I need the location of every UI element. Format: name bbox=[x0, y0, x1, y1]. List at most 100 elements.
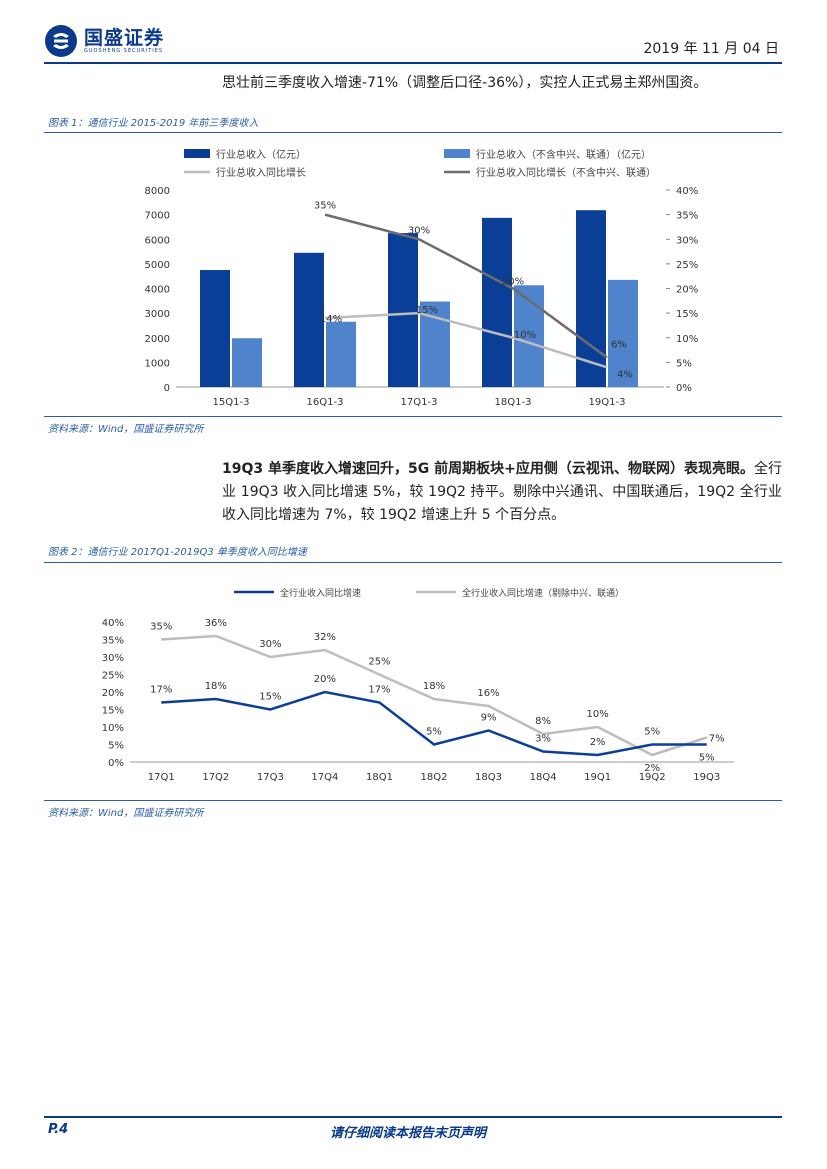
y-tick-label: 40% bbox=[102, 618, 124, 629]
y-tick-label: 0% bbox=[108, 758, 124, 769]
data-label: 6% bbox=[611, 339, 627, 350]
figure2-source: 资料来源：Wind，国盛证券研究所 bbox=[48, 808, 204, 819]
data-label: 16% bbox=[477, 688, 499, 699]
legend-label: 行业总收入同比增长（不含中兴、联通） bbox=[476, 166, 656, 179]
y-tick-label: 20% bbox=[102, 688, 124, 699]
data-label: 5% bbox=[644, 727, 660, 738]
y-right-tick-label: 40% bbox=[676, 186, 698, 197]
bar-ex-zte-unicom bbox=[514, 285, 544, 387]
header-rule bbox=[44, 62, 782, 64]
data-label: 30% bbox=[259, 639, 281, 650]
figure1-source: 资料来源：Wind，国盛证券研究所 bbox=[48, 424, 204, 435]
data-label: 15% bbox=[259, 692, 281, 703]
figure2-title: 图表 2：通信行业 2017Q1-2019Q3 单季度收入同比增速 bbox=[48, 547, 307, 558]
x-tick-label: 19Q1 bbox=[584, 772, 611, 783]
data-label: 35% bbox=[150, 622, 172, 633]
y-left-tick-label: 6000 bbox=[145, 235, 170, 246]
bar-total bbox=[482, 217, 512, 387]
y-tick-label: 15% bbox=[102, 706, 124, 717]
footer-rule bbox=[44, 1116, 782, 1118]
legend-label: 行业总收入（不含中兴、联通）（亿元） bbox=[476, 148, 651, 161]
legend-label: 全行业收入同比增速（剔除中兴、联通） bbox=[462, 587, 624, 599]
y-left-tick-label: 8000 bbox=[145, 186, 170, 197]
figure1-bottom-rule bbox=[44, 416, 782, 417]
data-label: 35% bbox=[314, 201, 336, 212]
bar-ex-zte-unicom bbox=[326, 321, 356, 387]
data-label: 18% bbox=[423, 681, 445, 692]
legend-label: 行业总收入（亿元） bbox=[216, 148, 306, 161]
bar-ex-zte-unicom bbox=[608, 279, 638, 387]
data-label: 3% bbox=[535, 734, 551, 745]
figure2-top-rule bbox=[44, 562, 782, 563]
data-label: 2% bbox=[644, 763, 660, 774]
legend-label: 全行业收入同比增速 bbox=[280, 587, 361, 599]
x-tick-label: 15Q1-3 bbox=[213, 397, 250, 408]
y-left-tick-label: 2000 bbox=[145, 334, 170, 345]
data-label: 7% bbox=[709, 734, 725, 745]
y-left-tick-label: 0 bbox=[164, 383, 170, 394]
x-tick-label: 18Q4 bbox=[530, 772, 557, 783]
y-tick-label: 5% bbox=[108, 741, 124, 752]
x-tick-label: 16Q1-3 bbox=[307, 397, 344, 408]
y-tick-label: 10% bbox=[102, 723, 124, 734]
x-tick-label: 17Q1 bbox=[148, 772, 175, 783]
bar-total bbox=[388, 233, 418, 387]
brand-logo: 国盛证券 GUOSHENG SECURITIES bbox=[44, 24, 164, 58]
data-label: 18% bbox=[205, 681, 227, 692]
page-number: P.4 bbox=[48, 1122, 69, 1137]
x-tick-label: 18Q3 bbox=[475, 772, 502, 783]
x-tick-label: 17Q4 bbox=[311, 772, 338, 783]
y-right-tick-label: 5% bbox=[676, 358, 692, 369]
data-label: 2% bbox=[590, 737, 606, 748]
x-tick-label: 19Q2 bbox=[639, 772, 666, 783]
y-left-tick-label: 3000 bbox=[145, 309, 170, 320]
series-line bbox=[161, 690, 707, 757]
bar-ex-zte-unicom bbox=[232, 338, 262, 387]
y-tick-label: 30% bbox=[102, 653, 124, 664]
bar-total bbox=[294, 252, 324, 387]
figure2-bottom-rule bbox=[44, 800, 782, 801]
figure2-chart: 全行业收入同比增速 全行业收入同比增速（剔除中兴、联通） 0% 5% 10% 15% 20%… bbox=[102, 587, 734, 783]
report-date: 2019 年 11 月 04 日 bbox=[643, 41, 779, 57]
bar-total bbox=[576, 210, 606, 387]
intro-paragraph: 思壮前三季度收入增速-71%（调整后口径-36%），实控人正式易主郑州国资。 bbox=[222, 75, 708, 91]
series-line bbox=[324, 213, 608, 359]
y-right-tick-label: 15% bbox=[676, 309, 698, 320]
data-label: 17% bbox=[150, 685, 172, 696]
data-label: 36% bbox=[205, 618, 227, 629]
y-tick-label: 25% bbox=[102, 671, 124, 682]
analysis-paragraph: 19Q3 单季度收入增速回升，5G 前周期板块+应用侧（云视讯、物联网）表现亮眼… bbox=[222, 458, 782, 527]
logo-icon bbox=[45, 25, 77, 57]
data-label: 5% bbox=[699, 753, 715, 764]
data-label: 10% bbox=[514, 330, 536, 341]
data-label: 32% bbox=[314, 632, 336, 643]
figure1-chart: 行业总收入（亿元） 行业总收入（不含中兴、联通）（亿元） 行业总收入同比增长 行业总收… bbox=[145, 148, 699, 408]
data-label: 17% bbox=[368, 685, 390, 696]
data-label: 15% bbox=[416, 305, 438, 316]
data-label: 10% bbox=[587, 709, 609, 720]
x-tick-label: 18Q1 bbox=[366, 772, 393, 783]
logo-english: GUOSHENG SECURITIES bbox=[84, 48, 164, 54]
y-right-tick-label: 10% bbox=[676, 334, 698, 345]
x-tick-label: 19Q1-3 bbox=[589, 397, 626, 408]
footer-disclaimer: 请仔细阅读本报告末页声明 bbox=[330, 1126, 487, 1141]
y-left-tick-label: 5000 bbox=[145, 260, 170, 271]
analysis-bold-lead: 19Q3 单季度收入增速回升，5G 前周期板块+应用侧（云视讯、物联网）表现亮眼… bbox=[222, 461, 754, 477]
y-right-tick-label: 20% bbox=[676, 285, 698, 296]
y-left-tick-label: 1000 bbox=[145, 358, 170, 369]
x-tick-label: 17Q1-3 bbox=[401, 397, 438, 408]
y-left-tick-label: 4000 bbox=[145, 285, 170, 296]
legend-label: 行业总收入同比增长 bbox=[216, 166, 306, 179]
bar-total bbox=[200, 270, 230, 387]
data-label: 25% bbox=[368, 657, 390, 668]
data-label: 5% bbox=[426, 727, 442, 738]
data-label: 9% bbox=[481, 713, 497, 724]
y-tick-label: 35% bbox=[102, 636, 124, 647]
x-tick-label: 18Q1-3 bbox=[495, 397, 532, 408]
analysis-text: 全行业 19Q3 收入同比增速 5%，较 19Q2 持平。剔除中兴通讯、中国联通… bbox=[222, 461, 783, 523]
y-right-tick-label: 25% bbox=[676, 260, 698, 271]
legend-swatch bbox=[444, 149, 470, 158]
figure1-title: 图表 1：通信行业 2015-2019 年前三季度收入 bbox=[48, 118, 259, 129]
data-label: 30% bbox=[408, 225, 430, 236]
x-tick-label: 19Q3 bbox=[693, 772, 720, 783]
